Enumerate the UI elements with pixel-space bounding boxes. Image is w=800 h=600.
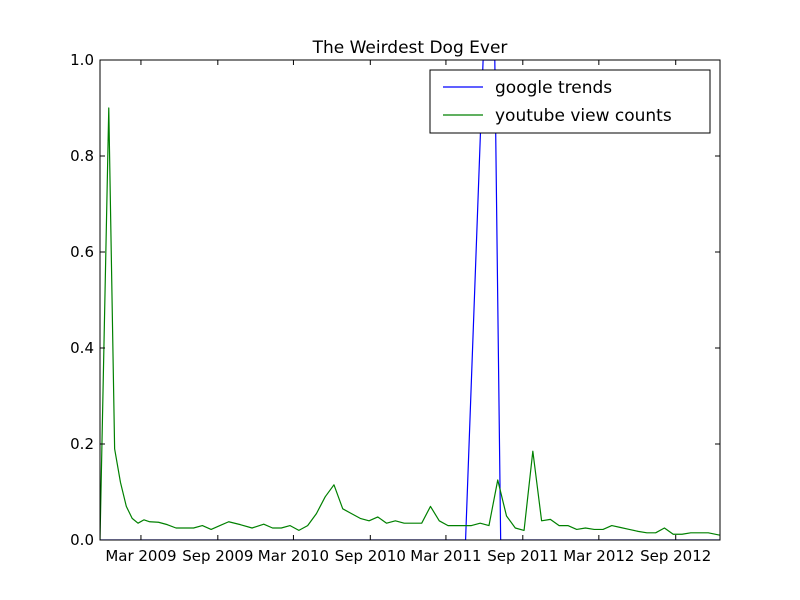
- series-line-youtube-view-counts: [100, 107, 720, 540]
- x-tick-label: Sep 2010: [335, 547, 406, 565]
- y-tick-label: 0.4: [70, 339, 94, 357]
- x-axis: Mar 2009 Sep 2009 Mar 2010 Sep 2010 Mar 2011…: [105, 60, 711, 565]
- y-axis: 0.0 0.2 0.4 0.6 0.8 1.0: [70, 51, 720, 549]
- legend: google trends youtube view counts: [429, 69, 711, 134]
- legend-label: youtube view counts: [495, 106, 672, 126]
- x-tick-label: Mar 2009: [105, 547, 176, 565]
- y-tick-label: 1.0: [70, 51, 94, 69]
- y-tick-label: 0.6: [70, 243, 94, 261]
- x-tick-label: Sep 2011: [487, 547, 558, 565]
- x-tick-label: Mar 2010: [258, 547, 329, 565]
- series-layer: [100, 60, 720, 540]
- y-tick-label: 0.0: [70, 531, 94, 549]
- legend-label: google trends: [495, 78, 612, 98]
- legend-box: [429, 69, 711, 134]
- x-tick-label: Sep 2009: [182, 547, 253, 565]
- x-tick-label: Sep 2012: [640, 547, 711, 565]
- y-tick-label: 0.2: [70, 435, 94, 453]
- plot-frame: [99, 59, 721, 541]
- chart-title: The Weirdest Dog Ever: [312, 38, 508, 58]
- y-tick-label: 0.8: [70, 147, 94, 165]
- x-tick-label: Mar 2011: [410, 547, 481, 565]
- x-tick-label: Mar 2012: [563, 547, 634, 565]
